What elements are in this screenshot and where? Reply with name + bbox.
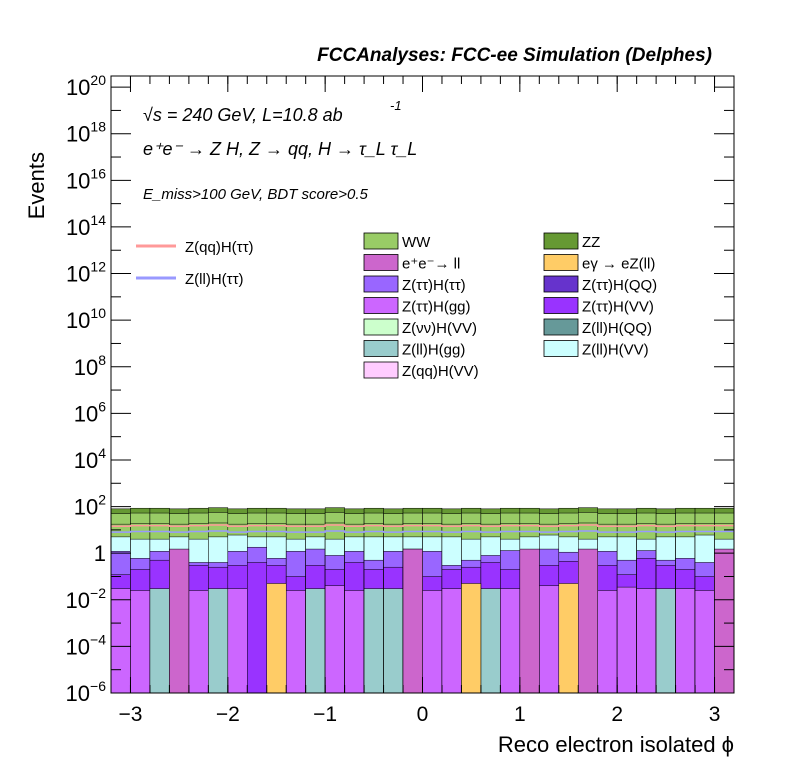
energy-text: √s = 240 GeV, L=10.8 ab <box>143 105 343 125</box>
band-bar-4 <box>305 588 326 694</box>
x-tick-label: 1 <box>514 703 526 726</box>
annotation-energy: √s = 240 GeV, L=10.8 ab -1 <box>143 98 402 125</box>
y-tick-label: 10−6 <box>66 678 107 706</box>
legend-label-ee_ll: e⁺e⁻→ ll <box>402 256 460 273</box>
legend-swatch-Ztautau_Hgg <box>363 297 399 314</box>
x-axis-label: Reco electron isolated ϕ <box>498 732 734 757</box>
legend-swatch-ee_ll <box>363 254 399 271</box>
legend-label-Ztautau_HVV: Z(ττ)H(VV) <box>582 299 654 316</box>
x-tick-label: −1 <box>313 703 337 726</box>
special-bar <box>558 583 579 694</box>
legend-label-Ztautau_HQQ: Z(ττ)H(QQ) <box>582 277 657 294</box>
y-tick-label: 102 <box>74 492 106 520</box>
legend-label-Zll_HQQ: Z(ll)H(QQ) <box>582 320 652 337</box>
signal-line-zll <box>111 530 734 533</box>
band-bar-4 <box>149 588 170 694</box>
legend-swatch-WW <box>363 232 399 250</box>
band-bar-3 <box>344 590 365 694</box>
annotation-selection: E_miss>100 GeV, BDT score>0.5 <box>143 186 368 203</box>
signal-line-zqq <box>111 524 734 527</box>
chart-title: FCCAnalyses: FCC-ee Simulation (Delphes) <box>317 45 712 66</box>
legend-swatch-Ztautau_HVV <box>543 297 579 314</box>
band-bar-4 <box>480 588 501 694</box>
band-bar-3 <box>130 590 151 694</box>
x-tick-label: −3 <box>118 703 142 726</box>
legend-label-WW: WW <box>402 234 431 251</box>
y-tick-label: 1014 <box>66 212 106 240</box>
band-bar-3 <box>324 585 345 694</box>
legend-swatch-Zll_HQQ <box>543 318 579 336</box>
special-bar <box>519 548 540 694</box>
band-bar-3 <box>636 588 657 694</box>
legend-label-sig_ll: Z(ll)H(ττ) <box>185 271 244 288</box>
band-bar-3 <box>597 590 618 694</box>
band-bar-3 <box>500 588 521 694</box>
annotation-process: e⁺e⁻ → Z H, Z → qq, H → τ_L τ_L <box>143 139 417 159</box>
legend-label-Zqq_HVV: Z(qq)H(VV) <box>402 363 479 380</box>
legend-label-Znunu_HVV: Z(νν)H(VV) <box>402 320 477 337</box>
special-bar <box>461 583 482 694</box>
legend-swatch-Ztautau_Htautau <box>363 275 399 293</box>
special-bar <box>266 583 287 694</box>
legend: Z(qq)H(ττ) Z(ll)H(ττ) WW ZZ e⁺e⁻→ ll eγ → eZ(… <box>136 232 657 380</box>
legend-label-ZZ: ZZ <box>582 234 600 251</box>
y-tick-label: 1018 <box>66 119 106 147</box>
special-bar <box>402 548 423 694</box>
legend-swatch-Ztautau_HQQ <box>543 275 579 293</box>
band-bar-4 <box>208 588 229 694</box>
legend-label-sig_qq: Z(qq)H(ττ) <box>185 239 254 256</box>
y-tick-label: 1 <box>94 541 106 566</box>
x-tick-label: 2 <box>611 703 623 726</box>
legend-label-Zll_Hgg: Z(ll)H(gg) <box>402 342 465 359</box>
histogram-bars <box>110 507 735 694</box>
band-bar-4 <box>383 588 404 694</box>
band-bar-3 <box>227 588 248 694</box>
band-bar-3 <box>675 588 696 694</box>
legend-label-Ztautau_Htautau: Z(ττ)H(ττ) <box>402 277 466 294</box>
band-bar-3 <box>694 590 715 694</box>
legend-swatch-Zll_HVV <box>543 340 579 357</box>
y-axis-label: Events <box>24 152 49 219</box>
legend-label-egamma_eZll: eγ → eZ(ll) <box>582 256 655 273</box>
y-tick-label: 1016 <box>66 165 106 193</box>
band-bar-4 <box>655 588 676 694</box>
legend-label-Zll_HVV: Z(ll)H(VV) <box>582 342 649 359</box>
y-tick-label: 108 <box>74 352 106 380</box>
x-tick-label: 0 <box>417 703 429 726</box>
band-bar-4 <box>363 588 384 694</box>
y-tick-label: 104 <box>74 445 106 473</box>
y-tick-label: 106 <box>74 398 106 426</box>
x-tick-label: −2 <box>216 703 240 726</box>
legend-swatch-Zqq_HVV <box>363 361 399 379</box>
band-bar-3 <box>441 588 462 694</box>
band-bar-3 <box>188 590 209 694</box>
y-tick-label: 1012 <box>66 259 106 287</box>
legend-swatch-ZZ <box>543 232 579 250</box>
x-tick-label: 3 <box>709 703 721 726</box>
legend-swatch-Zll_Hgg <box>363 340 399 357</box>
band-bar-3 <box>285 590 306 694</box>
y-tick-label: 10−2 <box>66 585 107 613</box>
energy-superscript: -1 <box>390 98 402 113</box>
band-bar-3 <box>110 588 131 694</box>
special-bar <box>714 548 735 694</box>
y-tick-label: 1020 <box>66 72 106 100</box>
special-bar <box>169 548 190 694</box>
special-bar <box>578 548 598 694</box>
legend-swatch-egamma_eZll <box>543 254 579 271</box>
legend-label-Ztautau_Hgg: Z(ττ)H(gg) <box>402 299 471 316</box>
y-tick-label: 10−4 <box>66 631 107 659</box>
band-bar-3 <box>422 590 443 694</box>
axes: −3 −2 −1 0 1 2 3 1020 1018 1016 1014 1012 1010 108 106… <box>66 72 735 726</box>
band-bar-3 <box>539 585 560 694</box>
y-tick-label: 1010 <box>66 305 106 333</box>
band-bar-2 <box>247 562 267 694</box>
band-bar-3 <box>616 586 637 694</box>
legend-swatch-Znunu_HVV <box>363 318 399 336</box>
